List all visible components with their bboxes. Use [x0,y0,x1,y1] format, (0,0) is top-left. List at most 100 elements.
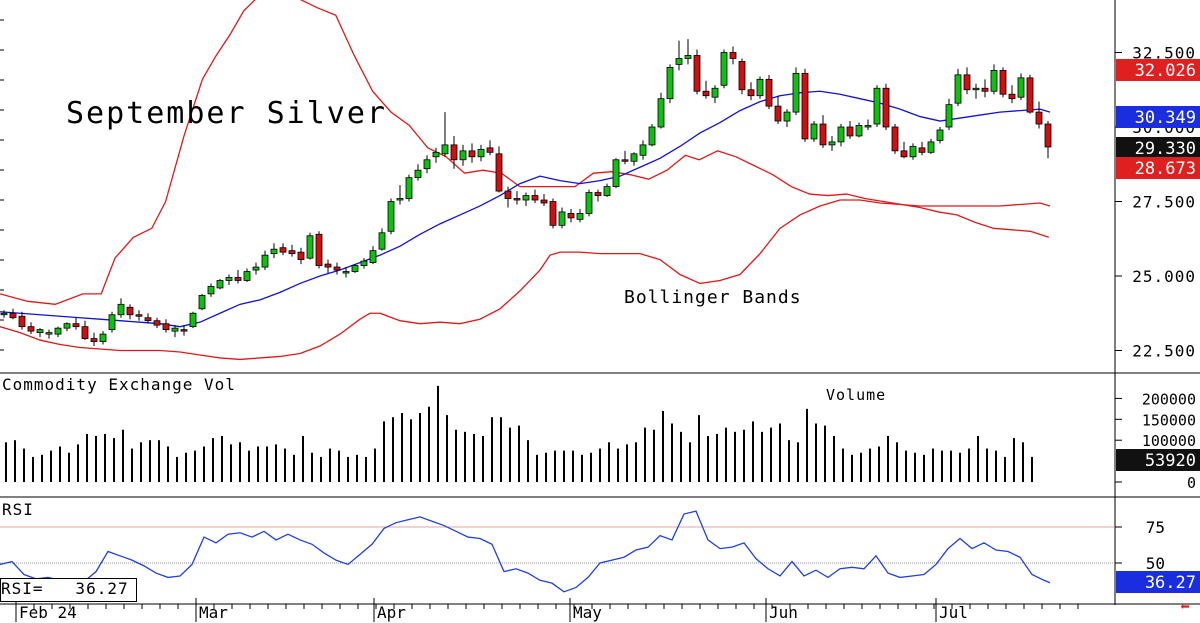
month-label: Feb 24 [19,603,77,622]
candle-body [1035,111,1043,125]
month-label: Jul [939,603,968,622]
candle-body [369,250,377,263]
rsi-tick-label: 75 [1146,518,1165,537]
candle-body [666,67,674,100]
candle-body [0,312,8,316]
candle-body [522,195,530,201]
indicator-label: Bollinger Bands [624,287,802,308]
candle-body [198,294,206,310]
candle-body [639,144,647,156]
candle-body [54,327,62,335]
candle-body [558,211,566,226]
candle-body [1026,77,1034,113]
candle-body [306,235,314,259]
candle-body [882,87,890,128]
candle-body [81,326,89,339]
candle-body [99,333,107,342]
candle-body [918,147,926,153]
rsi-badge: 36.27 [1145,573,1196,593]
candle-body [63,323,71,329]
candle-body [594,192,602,196]
volume-tick-label: 200000 [1142,390,1196,408]
candle-body [900,150,908,158]
candle-body [135,314,143,317]
candle-body [9,312,17,319]
candle-body [693,55,701,92]
candle-body [567,213,575,219]
candle-body [747,89,755,97]
candle-body [162,323,170,331]
candle-body [351,265,359,272]
rsi-panel-label: RSI [2,500,34,519]
candle-body [126,306,134,316]
month-label: May [573,603,602,622]
candle-body [729,52,737,59]
candle-body [36,329,44,334]
candle-body [621,159,629,162]
candle-body [702,90,710,97]
candle-body [765,78,773,107]
candle-body [414,169,422,179]
volume-badge: 53920 [1145,451,1196,471]
candle-body [990,69,998,92]
candle-body [603,186,611,196]
candle-body [288,250,296,255]
candle-body [828,141,836,146]
candle-body [855,125,863,137]
upper-band-badge: 32.026 [1135,61,1196,81]
candle-body [801,72,809,140]
price-tick-label: 25.000 [1132,267,1196,286]
lower-band-badge-bg [1116,157,1200,179]
candle-body [684,55,692,59]
candle-body [477,148,485,158]
back-arrow-icon[interactable]: ⬅ [1180,597,1190,616]
candle-body [1044,123,1052,148]
candle-body [513,198,521,201]
candle-body [837,126,845,143]
lower-band-badge: 28.673 [1135,159,1196,179]
upper-band-badge-bg [1116,59,1200,81]
volume-axis: 200000 150000 100000 0 [1115,390,1196,492]
candle-body [72,323,80,328]
candle-body [297,251,305,261]
volume-bars [5,385,1033,482]
candle-body [675,58,683,65]
candle-body [630,153,638,162]
candle-body [810,123,818,140]
candle-body [342,271,350,274]
candle-body [891,126,899,152]
rsi-badge-bg [1116,571,1200,593]
volume-tick-label: 0 [1187,474,1196,492]
candle-body [405,177,413,199]
candle-body [252,266,260,271]
candle-body [648,126,656,146]
candle-body [486,147,494,153]
candle-body [108,314,116,331]
middle-band-badge: 30.349 [1135,108,1196,128]
candle-body [90,338,98,342]
volume-panel-label: Commodity Exchange Vol [2,375,236,394]
candle-body [315,233,323,266]
candle-body [279,247,287,253]
candle-body [207,286,215,295]
candle-body [738,61,746,91]
price-tick-label: 22.500 [1132,342,1196,361]
lower-band-line [0,199,1051,361]
candle-body [360,260,368,266]
candle-body [846,126,854,137]
candle-body [270,248,278,255]
bollinger-bands [0,0,1051,361]
candle-body [549,201,557,226]
candle-body [504,190,512,199]
candle-body [243,271,251,281]
volume-badge-bg [1116,449,1200,471]
candle-body [981,87,989,92]
candle-body [963,74,971,91]
candle-body [261,254,269,268]
candle-body [819,123,827,146]
candle-body [189,312,197,328]
volume-tick-label: 150000 [1142,411,1196,429]
candle-body [378,232,386,250]
